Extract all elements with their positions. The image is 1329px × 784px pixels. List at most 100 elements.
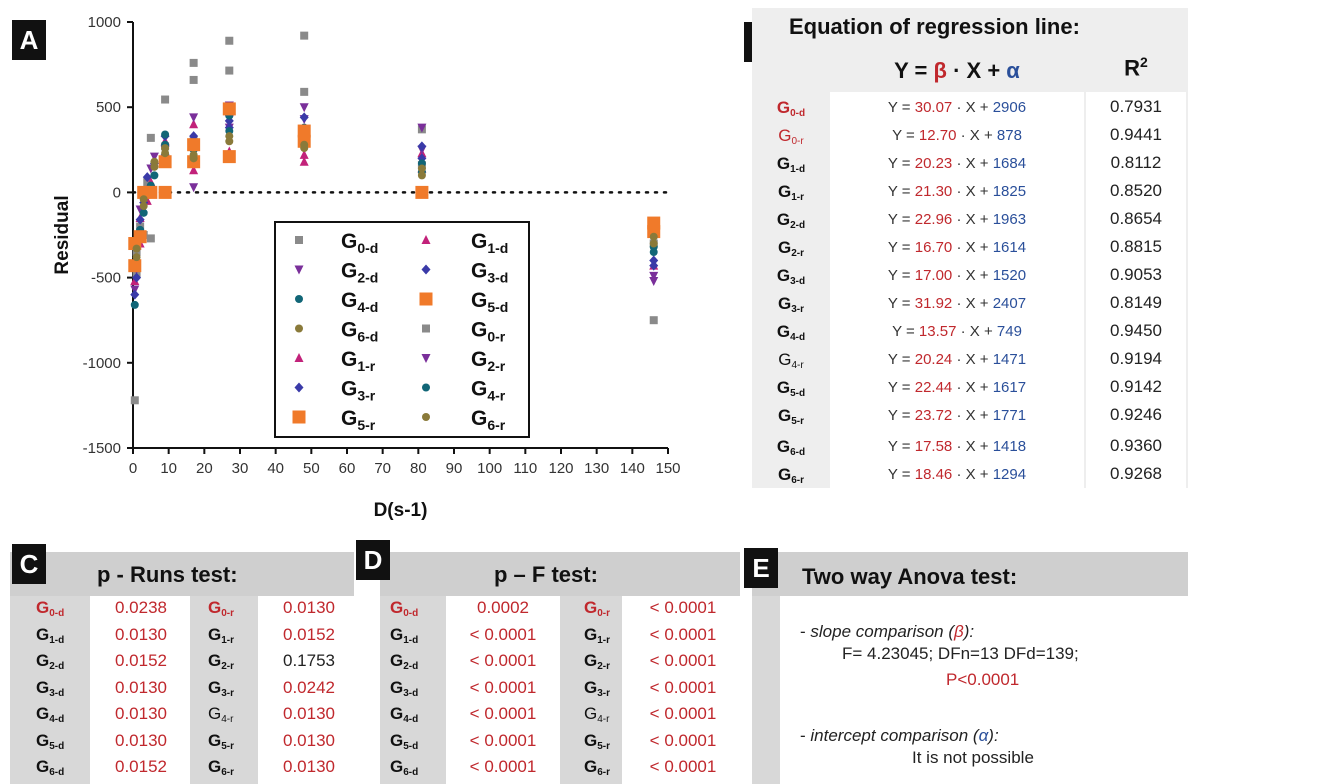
data-point [139,208,148,217]
data-point [189,58,198,67]
legend-label: G4-d [341,289,378,315]
regression-equation: Y = 17.58 · X + 1418 [887,438,1027,455]
right-p-value: 0.0130 [283,730,335,750]
right-group-label: G1-r [208,624,235,646]
legend-label: G2-r [471,348,506,374]
left-group-label: G5-d [36,730,65,752]
r2-value: 0.8654 [1110,209,1162,228]
data-point [417,141,427,152]
data-point [649,255,659,266]
data-point [189,165,199,175]
data-point [649,260,659,271]
data-point [222,102,236,116]
right-p-value: < 0.0001 [649,624,717,644]
right-group-label: G3-r [208,677,235,699]
data-point [150,157,159,166]
right-p-value: 0.0152 [283,624,335,644]
x-axis-title: D(s-1) [374,500,428,521]
regression-equation: Y = 21.30 · X + 1825 [887,183,1027,200]
data-point [130,396,139,405]
r2-value: 0.9246 [1110,405,1162,424]
intercept-symbol: α [978,726,989,745]
r2-value: 0.9053 [1110,265,1162,284]
regression-equation: Y = 17.00 · X + 1520 [887,267,1027,284]
legend-marker [294,265,304,275]
data-point [143,178,152,187]
data-point [649,316,658,325]
data-point [299,156,309,166]
y-tick-label: 500 [96,99,121,116]
legend-marker [421,354,431,363]
r2-value: 0.9450 [1110,321,1162,340]
right-group-label: G3-r [584,677,611,699]
x-tick-label: 60 [339,460,356,477]
eq-header-beta: β [933,58,947,83]
data-point [299,112,309,123]
data-point [137,185,151,199]
regression-row: G4-d Y = 13.57 · X + 749 0.9450 [752,318,1188,346]
x-tick-label: 130 [584,460,609,477]
data-point [135,214,145,225]
r2-value: 0.8815 [1110,237,1162,256]
data-point [299,149,309,159]
data-point [132,253,141,262]
legend-marker [422,324,430,333]
legend-label: G0-d [341,230,378,256]
left-group-label: G2-d [390,651,419,672]
left-group-label: G0-d [36,598,65,619]
f-test-title: p – F test: [494,562,598,587]
legend-label: G5-r [341,407,376,433]
group-label: G6-d [776,437,806,458]
x-tick-label: 70 [374,460,391,477]
group-label: G5-r [777,406,805,427]
legend-marker [295,236,303,244]
data-point [149,152,159,162]
y-tick-label: 0 [113,184,121,201]
data-point [189,75,198,84]
left-p-value: < 0.0001 [469,730,537,750]
r2-value: 0.7931 [1110,97,1162,116]
left-p-value: 0.0002 [477,598,529,617]
right-p-value: < 0.0001 [649,677,717,697]
data-point [649,239,658,248]
legend-box [274,221,530,438]
legend-marker [292,410,306,424]
group-label: G2-r [777,238,805,259]
x-tick-label: 80 [410,460,427,477]
data-point [649,277,659,287]
legend-label: G6-d [341,319,378,345]
data-point [146,133,155,142]
regression-equation: Y = 22.96 · X + 1963 [887,211,1027,228]
data-point [161,95,170,104]
legend-label: G2-d [341,260,378,286]
y-tick-label: 1000 [88,14,121,31]
left-group-label: G1-d [390,624,419,646]
regression-equation: Y = 23.72 · X + 1771 [887,407,1027,424]
f-test-header-band [380,552,740,596]
left-group-label: G3-d [36,677,65,699]
regression-row: G4-r Y = 20.24 · X + 1471 0.9194 [752,346,1188,374]
runs-test-title: p - Runs test: [97,562,238,587]
r2-value: 0.9142 [1110,377,1162,396]
equation-column-bg [830,92,1084,492]
regression-row: G5-d Y = 22.44 · X + 1617 0.9142 [752,374,1188,402]
data-point [139,195,148,204]
y-axis-title: Residual [52,195,73,274]
regression-equation: Y = 31.92 · X + 2407 [887,295,1027,312]
legend-label: G1-r [341,348,376,374]
legend-label: G1-d [471,230,508,256]
right-group-label: G1-r [584,624,611,646]
right-group-label: G5-r [584,730,611,752]
residual-scatter-chart: 1000 500 0 -500 -1000 -1500 0 10 20 30 40 50 60 70 80 9… [52,14,681,521]
regression-row: G6-d Y = 17.58 · X + 1418 0.9360 [752,433,1188,461]
data-point [297,124,311,138]
intercept-result: It is not possible [912,748,1034,767]
slope-label-text: slope comparison ( [810,622,955,641]
panel-label-e: E [744,548,778,588]
data-point [187,138,201,152]
slope-p-value: P<0.0001 [946,670,1020,689]
intercept-label-suffix: ): [988,726,999,745]
left-p-value: 0.0130 [115,624,167,644]
legend-marker [294,353,304,362]
x-tick-label: 0 [129,460,137,477]
